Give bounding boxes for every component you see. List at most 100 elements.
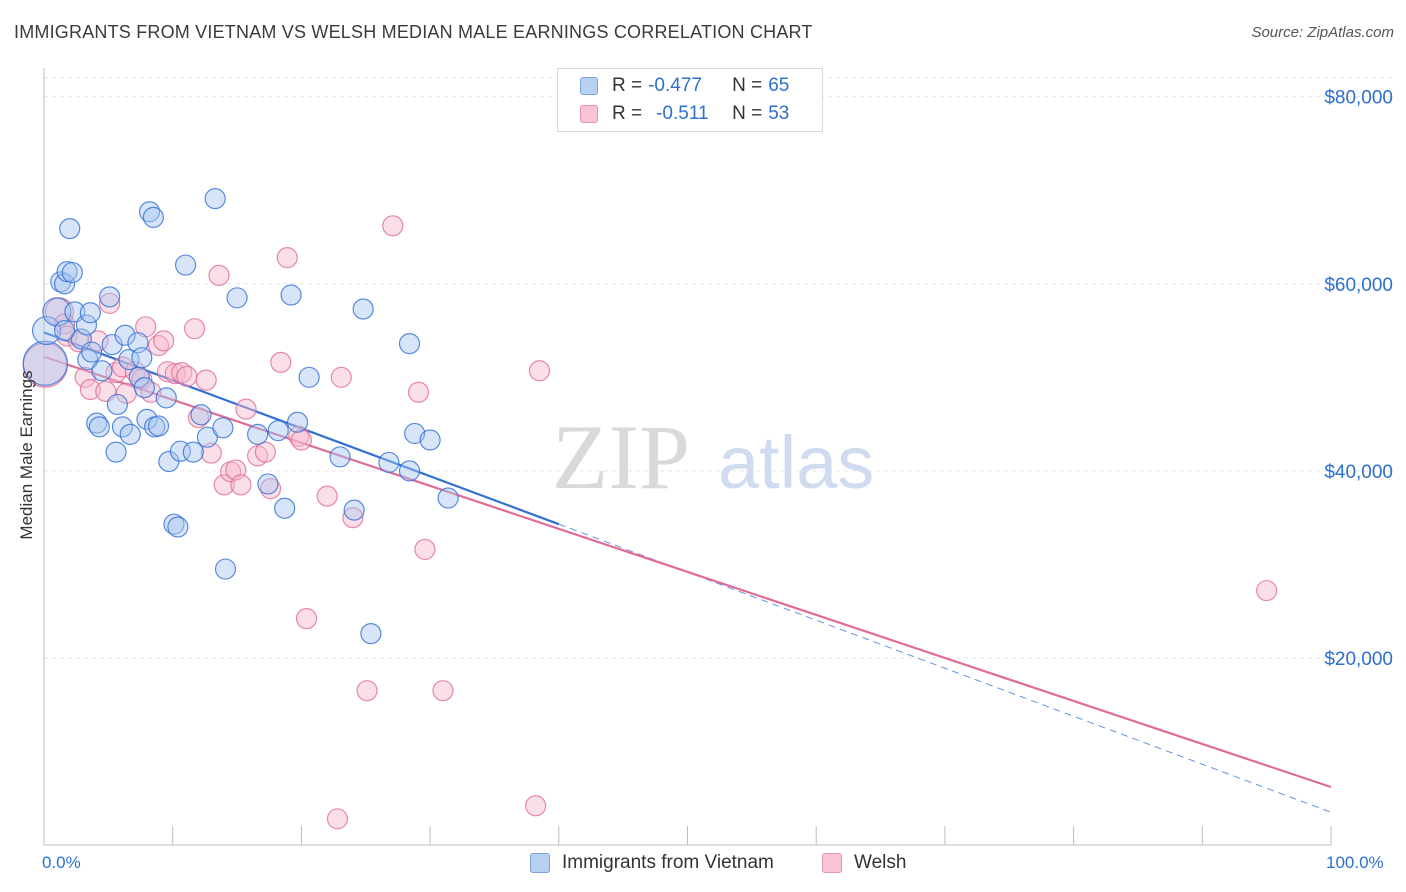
data-point — [329, 446, 351, 468]
legend-n-label: N = — [732, 103, 763, 124]
bottom-legend-vietnam: Immigrants from Vietnam — [530, 852, 774, 874]
data-point — [42, 297, 72, 327]
data-point — [230, 474, 252, 496]
data-point — [247, 423, 269, 445]
data-point — [286, 411, 309, 433]
data-point — [267, 420, 289, 442]
data-point — [56, 325, 78, 347]
data-point — [142, 206, 164, 228]
legend-n-value: 65 — [768, 75, 790, 96]
data-point — [195, 369, 217, 391]
data-point — [280, 284, 302, 306]
correlation-legend: R = -0.477 N = 65 R = -0.511 N = 53 — [557, 68, 823, 132]
data-point — [1256, 579, 1278, 602]
data-point — [59, 217, 81, 240]
y-tick-labels: $20,000 $40,000 $60,000 $80,000 — [1324, 88, 1393, 670]
data-point — [147, 415, 170, 437]
legend-row-vietnam: R = -0.477 N = 65 — [580, 74, 789, 98]
data-point — [86, 412, 108, 434]
data-point — [88, 416, 110, 438]
legend-swatch-pink — [580, 105, 598, 123]
data-point — [31, 315, 62, 346]
data-point — [398, 460, 421, 482]
data-point — [136, 408, 158, 431]
y-tick-label: $40,000 — [1324, 462, 1393, 483]
data-point — [22, 340, 68, 386]
data-point — [414, 538, 436, 561]
data-point — [437, 487, 459, 509]
legend-r-value: -0.477 — [648, 75, 702, 96]
data-point — [200, 442, 222, 464]
x-tick-min: 0.0% — [42, 853, 81, 872]
data-point — [326, 808, 349, 830]
data-point — [378, 451, 400, 474]
watermark: ZIP atlas — [552, 406, 874, 508]
data-point — [133, 377, 155, 399]
legend-r-value: -0.511 — [656, 103, 709, 124]
data-point — [298, 366, 320, 388]
data-point — [274, 497, 296, 519]
y-tick-label: $80,000 — [1324, 88, 1393, 109]
data-point — [356, 680, 378, 702]
data-point — [131, 347, 153, 369]
data-point — [204, 188, 226, 210]
bottom-legend-swatch-blue — [530, 853, 550, 873]
data-point — [330, 366, 352, 388]
chart-title: IMMIGRANTS FROM VIETNAM VS WELSH MEDIAN … — [14, 22, 813, 42]
data-point — [295, 608, 318, 630]
vietnam-trend-line — [43, 331, 560, 526]
legend-swatch-blue — [580, 77, 598, 95]
data-point — [91, 360, 113, 382]
data-point — [196, 426, 219, 448]
bottom-legend-label-vietnam: Immigrants from Vietnam — [562, 852, 774, 873]
x-tick-max: 100.0% — [1326, 853, 1384, 872]
data-point — [61, 261, 83, 284]
vietnam-points — [22, 188, 459, 645]
data-point — [176, 365, 198, 387]
data-point — [257, 473, 279, 495]
data-point — [214, 558, 237, 580]
data-point — [407, 381, 430, 403]
data-point — [99, 286, 121, 308]
data-point — [343, 499, 365, 521]
data-point — [153, 330, 175, 352]
data-point — [183, 318, 206, 340]
data-point — [75, 314, 98, 336]
legend-row-welsh: R = -0.511 N = 53 — [580, 102, 789, 126]
data-point — [235, 398, 257, 420]
data-point — [138, 201, 161, 223]
data-point — [53, 319, 76, 342]
data-point — [187, 406, 210, 429]
data-point — [290, 429, 312, 451]
legend-n-label: N = — [732, 75, 763, 96]
data-point — [105, 441, 127, 463]
data-point — [316, 485, 338, 507]
data-point — [99, 292, 121, 315]
data-point — [352, 298, 374, 320]
data-point — [270, 351, 292, 373]
data-point — [419, 429, 441, 451]
bottom-legend-swatch-pink — [822, 853, 842, 873]
watermark-atlas: atlas — [718, 421, 874, 504]
welsh-trend-line — [43, 355, 1332, 789]
data-point — [114, 324, 136, 346]
data-point — [163, 513, 185, 535]
y-tick-label: $60,000 — [1324, 275, 1393, 296]
grid-lines — [44, 77, 1393, 659]
legend-r-label: R = — [612, 75, 643, 96]
data-point — [212, 417, 234, 439]
watermark-zip: ZIP — [552, 406, 690, 508]
data-point — [155, 387, 177, 409]
data-point — [167, 516, 189, 538]
data-point — [226, 287, 248, 309]
data-point — [342, 507, 364, 529]
data-point — [254, 441, 276, 463]
data-point — [111, 416, 134, 438]
data-point — [382, 215, 404, 237]
data-point — [182, 441, 204, 463]
data-point — [74, 366, 96, 388]
data-point — [208, 264, 230, 286]
data-point — [79, 302, 101, 324]
data-point — [525, 795, 547, 817]
